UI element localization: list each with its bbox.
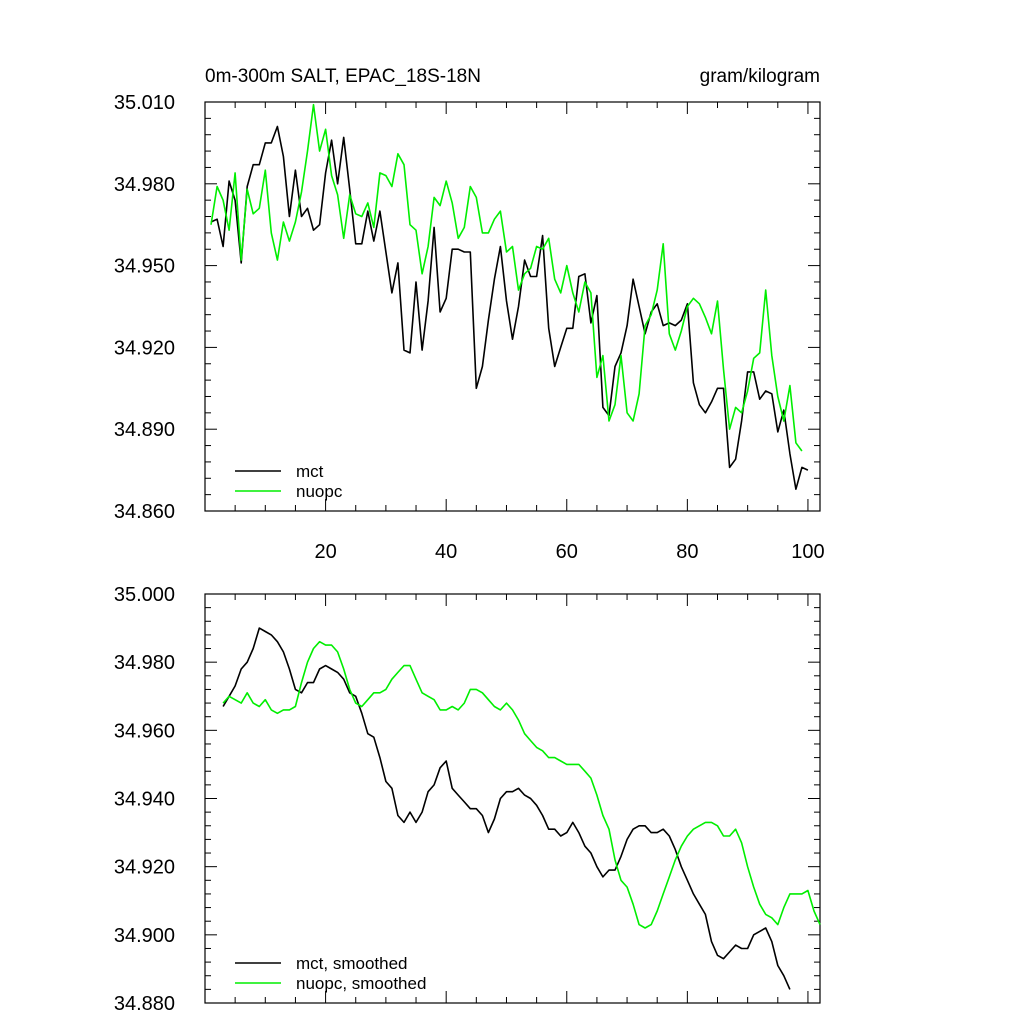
series-line-nuopc bbox=[210, 103, 803, 452]
series-line-mct bbox=[210, 125, 809, 491]
units-label: gram/kilogram bbox=[700, 66, 820, 87]
y-tick-label: 34.900 bbox=[114, 925, 175, 947]
legend-label: mct bbox=[296, 462, 324, 481]
y-tick-label: 34.880 bbox=[114, 993, 175, 1015]
x-tick-label: 40 bbox=[435, 541, 457, 563]
x-tick-label: 60 bbox=[556, 541, 578, 563]
chart-title: 0m-300m SALT, EPAC_18S-18N bbox=[205, 66, 481, 87]
plot-frame bbox=[204, 101, 821, 512]
y-tick-label: 34.920 bbox=[114, 857, 175, 879]
plot-frame bbox=[204, 593, 821, 1004]
y-tick-label: 34.980 bbox=[114, 652, 175, 674]
y-tick-label: 35.010 bbox=[114, 92, 175, 114]
y-tick-label: 34.920 bbox=[114, 337, 175, 359]
y-tick-label: 34.960 bbox=[114, 720, 175, 742]
series-line-mct-smoothed bbox=[222, 627, 791, 990]
x-tick-label: 100 bbox=[791, 541, 824, 563]
top-chart-panel: 34.860 34.890 34.920 34.950 34.980 35.010 20 40… bbox=[114, 66, 825, 563]
y-tick-label: 34.950 bbox=[114, 256, 175, 278]
legend-label: nuopc, smoothed bbox=[296, 974, 426, 993]
x-tick-label: 80 bbox=[676, 541, 698, 563]
y-tick-label: 34.940 bbox=[114, 789, 175, 811]
y-tick-label: 34.860 bbox=[114, 501, 175, 523]
legend-label: nuopc bbox=[296, 482, 343, 501]
y-tick-label: 34.980 bbox=[114, 174, 175, 196]
y-tick-label: 34.890 bbox=[114, 419, 175, 441]
bottom-chart-panel: 34.880 34.900 34.920 34.940 34.960 34.980 35.0… bbox=[114, 584, 821, 1015]
legend-label: mct, smoothed bbox=[296, 954, 408, 973]
y-tick-label: 35.000 bbox=[114, 584, 175, 606]
series-line-nuopc-smoothed bbox=[222, 640, 821, 929]
x-tick-label: 20 bbox=[314, 541, 336, 563]
